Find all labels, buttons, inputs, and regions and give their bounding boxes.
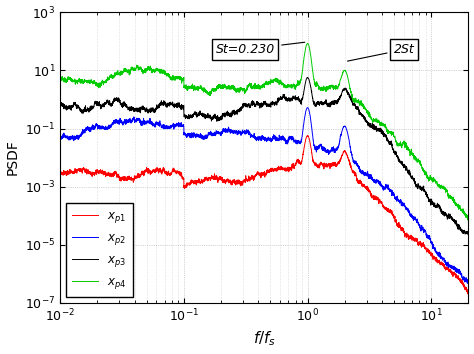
$x_{p4}$ <box>458 207 464 211</box>
$x_{p3}$ <box>465 233 471 237</box>
$x_{p4}$ <box>414 158 419 162</box>
$x_{p3}$ <box>305 75 310 80</box>
X-axis label: $f / f_s$: $f / f_s$ <box>253 330 276 348</box>
$x_{p1}$ <box>57 172 63 177</box>
$x_{p2}$ <box>214 130 219 134</box>
$x_{p1}$ <box>232 179 237 183</box>
$x_{p1}$ <box>414 237 419 241</box>
Legend: $x_{p1}$, $x_{p2}$, $x_{p3}$, $x_{p4}$: $x_{p1}$, $x_{p2}$, $x_{p3}$, $x_{p4}$ <box>66 203 133 297</box>
$x_{p4}$ <box>214 85 219 89</box>
$x_{p4}$ <box>232 88 237 92</box>
Line: $x_{p2}$: $x_{p2}$ <box>60 108 468 283</box>
Text: 2St: 2St <box>347 43 415 61</box>
$x_{p2}$ <box>305 105 310 110</box>
Text: St=0.230: St=0.230 <box>216 42 305 56</box>
$x_{p3}$ <box>128 108 134 113</box>
Line: $x_{p1}$: $x_{p1}$ <box>60 136 468 294</box>
$x_{p1}$ <box>465 291 471 295</box>
Line: $x_{p4}$: $x_{p4}$ <box>60 44 468 221</box>
$x_{p2}$ <box>128 120 134 124</box>
$x_{p2}$ <box>465 279 471 283</box>
$x_{p2}$ <box>57 134 63 138</box>
Line: $x_{p3}$: $x_{p3}$ <box>60 78 468 235</box>
$x_{p3}$ <box>232 112 237 116</box>
Y-axis label: PSDF: PSDF <box>6 139 19 176</box>
$x_{p1}$ <box>458 280 464 284</box>
$x_{p2}$ <box>232 129 237 133</box>
$x_{p4}$ <box>465 217 471 222</box>
$x_{p2}$ <box>458 273 464 277</box>
$x_{p3}$ <box>458 227 464 231</box>
$x_{p4}$ <box>305 41 310 46</box>
$x_{p1}$ <box>465 292 471 296</box>
$x_{p3}$ <box>414 184 419 189</box>
$x_{p2}$ <box>465 281 470 285</box>
$x_{p4}$ <box>128 67 134 71</box>
$x_{p3}$ <box>57 101 63 105</box>
$x_{p4}$ <box>104 77 109 81</box>
$x_{p1}$ <box>104 172 109 176</box>
$x_{p4}$ <box>57 77 63 81</box>
$x_{p4}$ <box>465 218 471 223</box>
$x_{p1}$ <box>305 133 311 138</box>
$x_{p1}$ <box>128 178 134 182</box>
$x_{p3}$ <box>104 99 109 103</box>
$x_{p2}$ <box>414 218 419 222</box>
$x_{p3}$ <box>214 119 219 123</box>
$x_{p1}$ <box>214 174 219 178</box>
$x_{p2}$ <box>104 125 109 129</box>
